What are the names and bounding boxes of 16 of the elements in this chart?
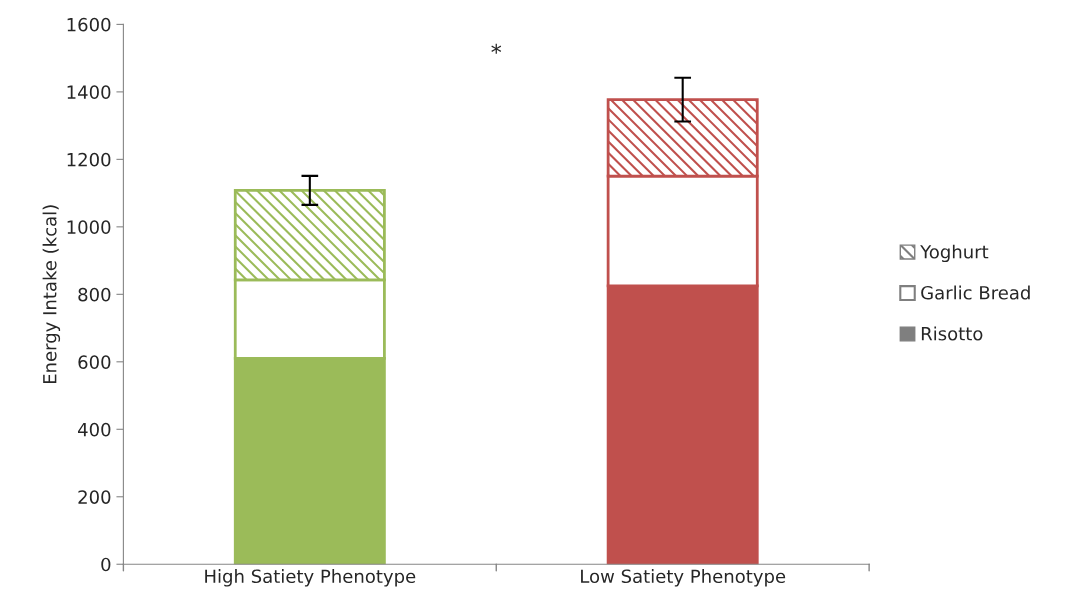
x-tick-label: High Satiety Phenotype bbox=[205, 569, 416, 587]
y-tick-label: 800 bbox=[78, 287, 111, 302]
y-tick-label: 1400 bbox=[67, 85, 111, 99]
y-axis-title: Energy Intake (kcal) bbox=[42, 205, 61, 384]
y-tick-label: 0 bbox=[101, 557, 111, 572]
y-tick-label: 200 bbox=[78, 490, 111, 504]
y-tick-label: 1000 bbox=[67, 220, 111, 234]
text: Yoghurt bbox=[920, 244, 989, 263]
text: Garlic Bread bbox=[921, 285, 1030, 300]
y-tick-label: 1200 bbox=[67, 152, 111, 167]
text: Risotto bbox=[921, 326, 983, 341]
y-tick-label: 400 bbox=[78, 422, 111, 437]
x-tick-label: Low Satiety Phenotype bbox=[581, 569, 786, 587]
annotation: * bbox=[491, 43, 502, 54]
y-tick-label: 600 bbox=[78, 355, 111, 369]
y-tick-label: 1600 bbox=[67, 17, 111, 32]
